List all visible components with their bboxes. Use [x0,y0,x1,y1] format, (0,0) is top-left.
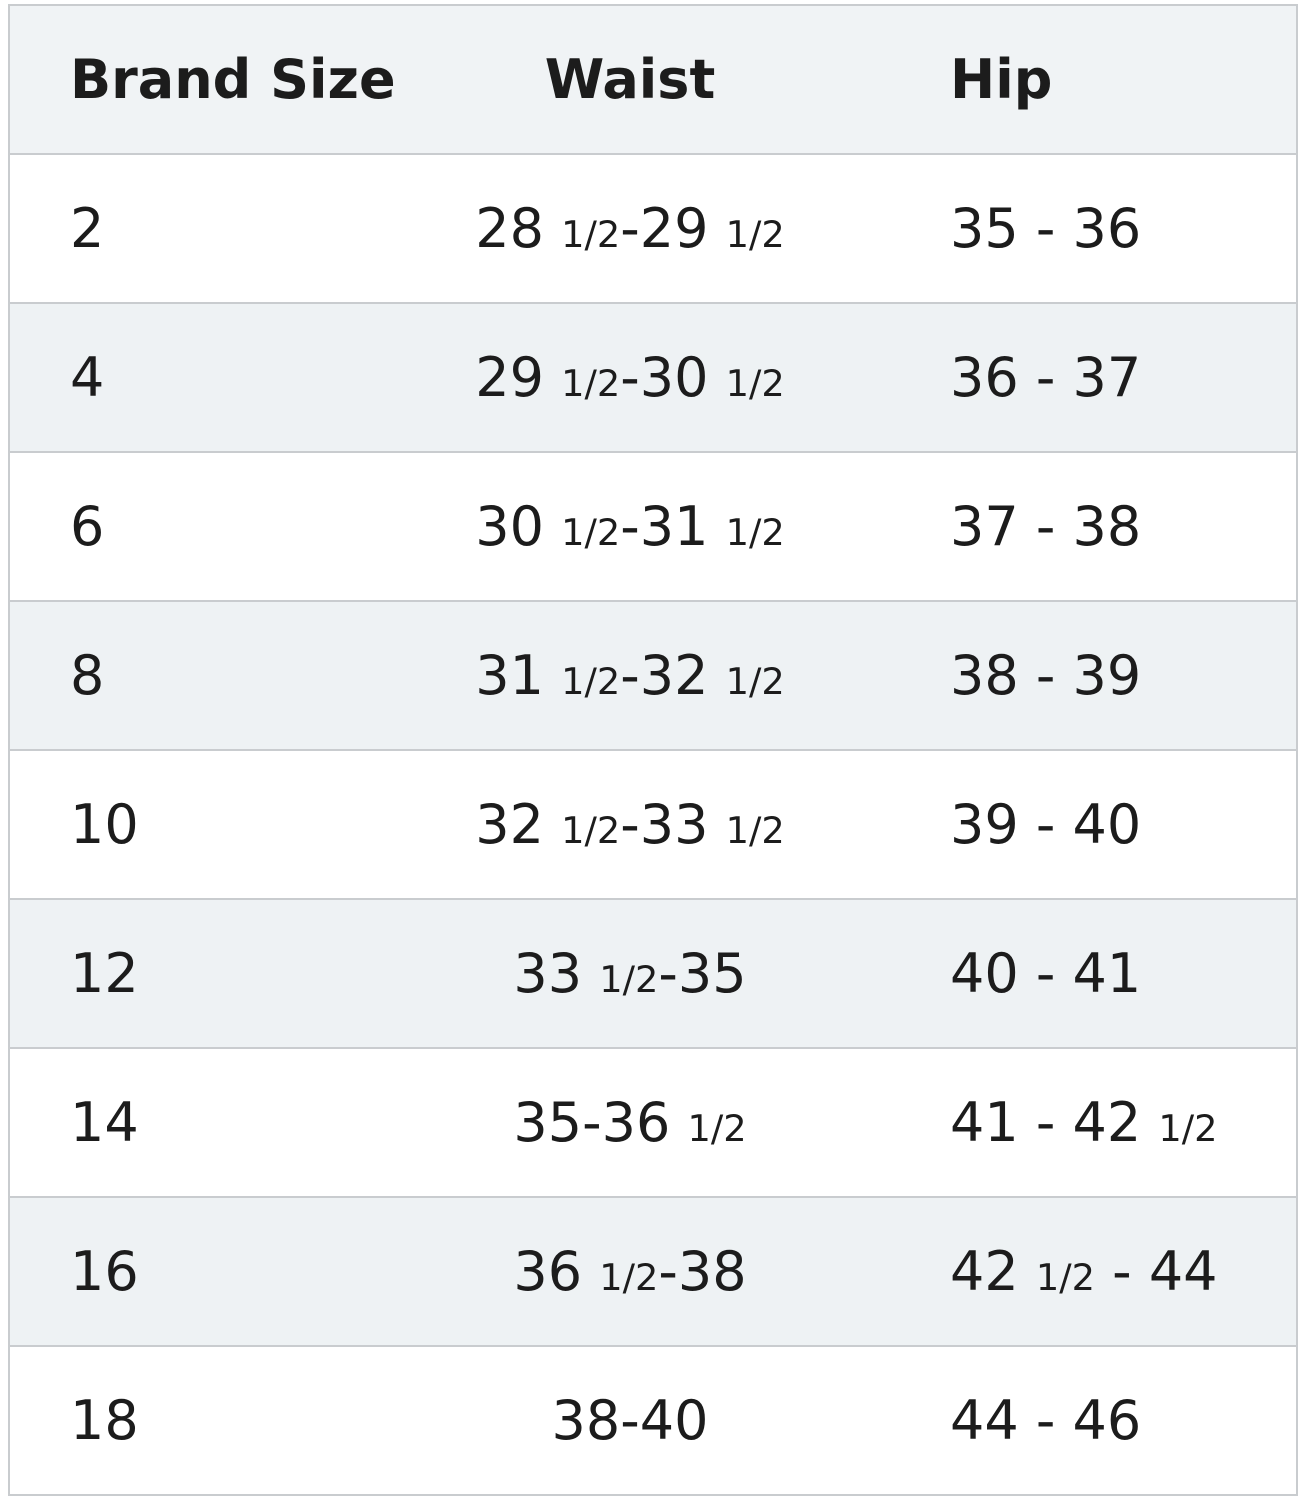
table-cell: 8 [70,644,105,707]
table-cell: 31 1/2-32 1/2 [475,644,785,707]
table-row: 16 36 1/2-38 42 1/2 - 44 [10,1196,1296,1345]
table-cell: 38-40 [551,1389,709,1452]
table-cell: 41 - 42 1/2 [950,1091,1218,1154]
table-row: 18 38-40 44 - 46 [10,1345,1296,1494]
table-cell: 39 - 40 [950,793,1142,856]
header-cell: Waist [544,48,716,111]
table-row: 10 32 1/2-33 1/2 39 - 40 [10,749,1296,898]
table-cell: 29 1/2-30 1/2 [475,346,785,409]
header-cell: Hip [950,48,1053,111]
table-cell: 36 1/2-38 [513,1240,747,1303]
table-cell: 37 - 38 [950,495,1142,558]
table-cell: 42 1/2 - 44 [950,1240,1218,1303]
table-cell: 38 - 39 [950,644,1142,707]
table-cell: 32 1/2-33 1/2 [475,793,785,856]
table-cell: 6 [70,495,105,558]
table-cell: 33 1/2-35 [513,942,747,1005]
table-cell: 28 1/2-29 1/2 [475,197,785,260]
table-cell: 10 [70,793,139,856]
table-cell: 18 [70,1389,139,1452]
table-row: 4 29 1/2-30 1/2 36 - 37 [10,302,1296,451]
table-cell: 4 [70,346,105,409]
table-cell: 16 [70,1240,139,1303]
table-cell: 14 [70,1091,139,1154]
table-row: 12 33 1/2-35 40 - 41 [10,898,1296,1047]
header-row: Brand Size Waist Hip [10,6,1296,153]
table-cell: 2 [70,197,105,260]
table-cell: 44 - 46 [950,1389,1142,1452]
table-cell: 35 - 36 [950,197,1142,260]
table-row: 14 35-36 1/2 41 - 42 1/2 [10,1047,1296,1196]
table-cell: 36 - 37 [950,346,1142,409]
header-cell: Brand Size [70,48,396,111]
table-cell: 35-36 1/2 [513,1091,747,1154]
table-cell: 40 - 41 [950,942,1142,1005]
table-cell: 12 [70,942,139,1005]
table-row: 6 30 1/2-31 1/2 37 - 38 [10,451,1296,600]
table-row: 8 31 1/2-32 1/2 38 - 39 [10,600,1296,749]
size-table: Brand Size Waist Hip 2 28 1/2-29 1/2 35 - … [8,4,1298,1496]
table-cell: 30 1/2-31 1/2 [475,495,785,558]
table-row: 2 28 1/2-29 1/2 35 - 36 [10,153,1296,302]
